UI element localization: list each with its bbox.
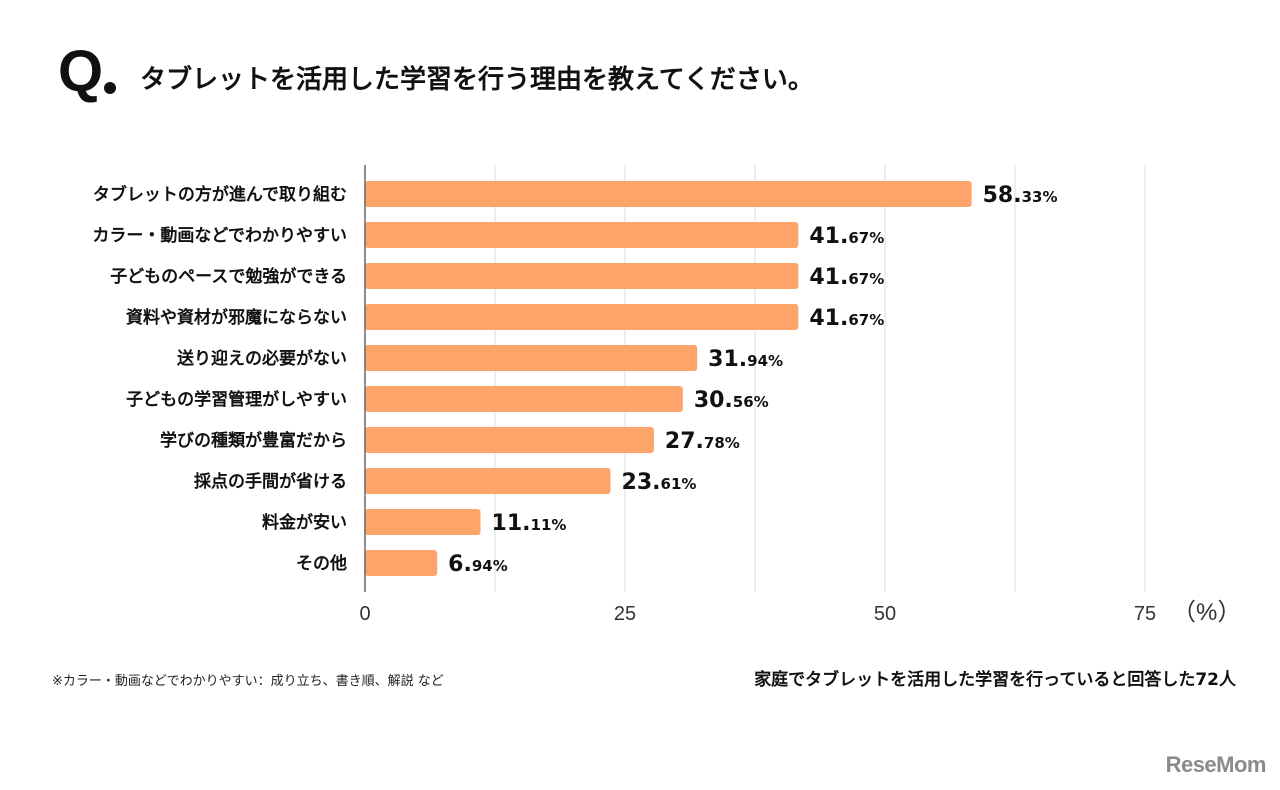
category-label: タブレットの方が進んで取り組む	[93, 184, 347, 205]
x-tick-labels: 0 25 50 75	[359, 603, 1156, 625]
value-label-decimal: 33%	[1022, 188, 1058, 206]
bar	[365, 222, 799, 248]
value-label-decimal: 94%	[747, 352, 783, 370]
category-label: カラー・動画などでわかりやすい	[92, 225, 347, 246]
value-label: 6.94%	[448, 552, 508, 577]
chart-title: タブレットを活用した学習を行う理由を教えてください。	[140, 65, 814, 95]
value-label-decimal: 67%	[848, 270, 884, 288]
value-label: 58.33%	[983, 183, 1058, 208]
category-labels: タブレットの方が進んで取り組むカラー・動画などでわかりやすい子どものペースで勉強…	[92, 184, 347, 574]
value-label: 23.61%	[622, 470, 697, 495]
value-label: 11.11%	[492, 511, 567, 536]
value-label-decimal: 11%	[531, 516, 567, 534]
value-label-integer: 58.	[983, 183, 1022, 208]
bar	[365, 550, 438, 576]
value-label-integer: 23.	[622, 470, 661, 495]
value-label-decimal: 67%	[848, 229, 884, 247]
value-label: 27.78%	[665, 429, 740, 454]
bars	[365, 181, 972, 576]
value-label-integer: 6.	[448, 552, 472, 577]
category-label: 料金が安い	[262, 512, 347, 533]
value-label-integer: 41.	[809, 224, 848, 249]
value-label: 41.67%	[809, 265, 884, 290]
x-tick-label: 75	[1134, 603, 1156, 625]
category-label: 資料や資材が邪魔にならない	[126, 307, 347, 328]
bar	[365, 386, 683, 412]
value-label-decimal: 61%	[661, 475, 697, 493]
value-label: 41.67%	[809, 306, 884, 331]
value-label-decimal: 67%	[848, 311, 884, 329]
value-label-integer: 30.	[694, 388, 733, 413]
category-label: 送り迎えの必要がない	[177, 348, 347, 369]
value-label-decimal: 94%	[472, 557, 508, 575]
bar	[365, 509, 481, 535]
bar	[365, 427, 654, 453]
bar-chart: タブレットの方が進んで取り組むカラー・動画などでわかりやすい子どものペースで勉強…	[92, 165, 1241, 626]
category-label: 採点の手間が省ける	[194, 471, 347, 492]
value-label-decimal: 78%	[704, 434, 740, 452]
sample-note: 家庭でタブレットを活用した学習を行っていると回答した72人	[754, 670, 1236, 690]
value-label: 41.67%	[809, 224, 884, 249]
value-labels: 58.33%41.67%41.67%41.67%31.94%30.56%27.7…	[448, 183, 1057, 577]
category-label: 学びの種類が豊富だから	[160, 430, 347, 451]
bar	[365, 304, 799, 330]
value-label-decimal: 56%	[733, 393, 769, 411]
resemom-logo: ReseMom	[1165, 752, 1267, 777]
category-label: 子どもの学習管理がしやすい	[126, 389, 347, 410]
value-label-integer: 41.	[809, 306, 848, 331]
question-mark-q: Q	[58, 39, 104, 104]
x-tick-label: 50	[874, 603, 896, 625]
category-label: 子どものペースで勉強ができる	[110, 266, 347, 287]
value-label-integer: 11.	[492, 511, 531, 536]
x-tick-label: 25	[614, 603, 636, 625]
value-label-integer: 31.	[708, 347, 747, 372]
x-axis-unit-label: （%）	[1172, 599, 1241, 626]
value-label: 31.94%	[708, 347, 783, 372]
footnote: ※カラー・動画などでわかりやすい：成り立ち、書き順、解説 など	[52, 674, 444, 689]
x-tick-label: 0	[359, 603, 370, 625]
value-label-integer: 41.	[809, 265, 848, 290]
bar	[365, 263, 799, 289]
category-label: その他	[296, 553, 347, 574]
bar	[365, 181, 972, 207]
value-label-integer: 27.	[665, 429, 704, 454]
bar	[365, 345, 698, 371]
bar	[365, 468, 611, 494]
value-label: 30.56%	[694, 388, 769, 413]
question-dot	[104, 82, 116, 94]
